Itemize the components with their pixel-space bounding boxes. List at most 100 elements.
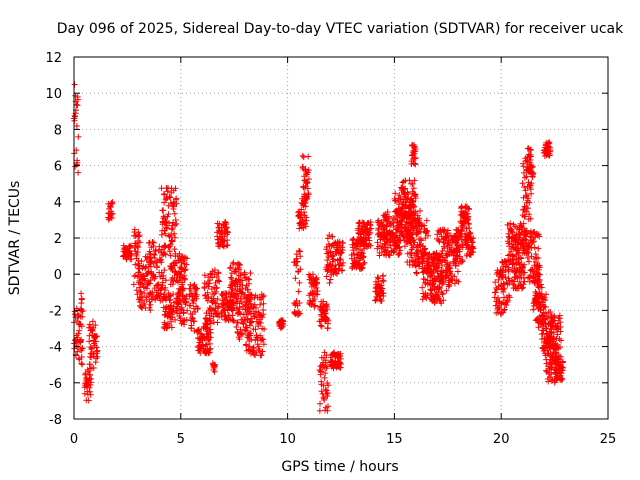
data-point xyxy=(416,215,423,222)
data-point xyxy=(174,299,181,306)
data-point xyxy=(500,288,507,295)
data-point xyxy=(89,327,96,334)
data-point xyxy=(537,306,544,313)
data-point xyxy=(172,185,179,192)
data-point xyxy=(304,185,311,192)
data-point xyxy=(407,227,414,234)
x-tick-labels: 0 5 10 15 20 25 xyxy=(70,432,616,447)
data-point xyxy=(329,253,336,260)
data-point xyxy=(421,222,428,229)
data-point xyxy=(496,306,503,313)
data-point xyxy=(86,388,93,395)
data-point xyxy=(187,285,194,292)
data-point xyxy=(160,250,167,257)
data-point xyxy=(381,248,388,255)
data-point xyxy=(334,270,341,277)
data-point xyxy=(506,240,513,247)
data-point xyxy=(405,191,412,198)
data-point xyxy=(146,255,153,262)
data-point xyxy=(395,237,402,244)
data-point xyxy=(138,258,145,265)
data-point xyxy=(348,255,355,262)
data-point xyxy=(339,267,346,274)
data-point xyxy=(466,229,473,236)
data-point xyxy=(525,195,532,202)
data-point xyxy=(177,255,184,262)
data-point xyxy=(146,280,153,287)
data-point xyxy=(550,329,557,336)
data-point xyxy=(230,318,237,325)
data-point xyxy=(402,203,409,210)
x-tick-label: 10 xyxy=(279,432,296,447)
data-point xyxy=(126,243,133,250)
data-point xyxy=(525,249,532,256)
x-tick-label: 15 xyxy=(386,432,403,447)
data-point xyxy=(172,216,179,223)
data-point xyxy=(492,279,499,286)
data-point xyxy=(145,263,152,270)
data-point xyxy=(218,314,225,321)
data-point xyxy=(535,255,542,262)
data-point xyxy=(173,195,180,202)
data-point xyxy=(360,253,367,260)
data-point xyxy=(302,203,309,210)
data-point xyxy=(75,330,82,337)
x-tick-label: 25 xyxy=(600,432,617,447)
data-point xyxy=(325,254,332,261)
data-point xyxy=(131,226,138,233)
data-point xyxy=(431,299,438,306)
data-point xyxy=(85,397,92,404)
data-point xyxy=(526,211,533,218)
data-point xyxy=(420,257,427,264)
data-point xyxy=(165,211,172,218)
data-point xyxy=(197,330,204,337)
data-point xyxy=(220,238,227,245)
data-point xyxy=(162,321,169,328)
data-point xyxy=(322,357,329,364)
data-point xyxy=(559,367,566,374)
data-point xyxy=(135,233,142,240)
data-point xyxy=(107,204,114,211)
data-point xyxy=(78,306,85,313)
data-point xyxy=(326,279,333,286)
data-point xyxy=(558,375,565,382)
data-point xyxy=(318,368,325,375)
data-point xyxy=(524,159,531,166)
data-point xyxy=(418,237,425,244)
data-point xyxy=(189,315,196,322)
data-point xyxy=(493,286,500,293)
data-point xyxy=(223,224,230,231)
data-point xyxy=(205,350,212,357)
data-point xyxy=(86,332,93,339)
data-point xyxy=(76,327,83,334)
data-point xyxy=(494,294,501,301)
y-tick-label: 6 xyxy=(54,160,62,175)
data-point xyxy=(520,220,527,227)
data-point xyxy=(367,219,374,226)
data-point xyxy=(435,284,442,291)
data-point xyxy=(544,347,551,354)
data-point xyxy=(366,237,373,244)
data-point xyxy=(195,326,202,333)
data-point xyxy=(417,236,424,243)
data-point xyxy=(161,199,168,206)
data-point xyxy=(232,268,239,275)
data-point xyxy=(135,269,142,276)
data-point xyxy=(134,291,141,298)
data-point xyxy=(321,397,328,404)
data-point xyxy=(519,284,526,291)
data-point xyxy=(134,243,141,250)
data-point xyxy=(293,297,300,304)
data-point xyxy=(328,252,335,259)
data-point xyxy=(414,230,421,237)
data-point xyxy=(419,296,426,303)
data-point xyxy=(246,343,253,350)
y-tick-label: 4 xyxy=(54,196,62,211)
data-point xyxy=(238,330,245,337)
data-point xyxy=(542,303,549,310)
data-point xyxy=(559,359,566,366)
data-point xyxy=(526,258,533,265)
data-point xyxy=(467,230,474,237)
data-point xyxy=(529,163,536,170)
data-point xyxy=(366,229,373,236)
